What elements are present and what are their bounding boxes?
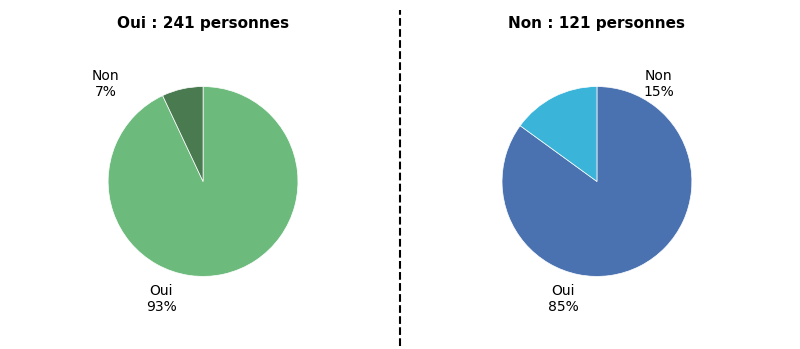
Wedge shape xyxy=(108,87,298,276)
Wedge shape xyxy=(520,87,597,181)
Title: Oui : 241 personnes: Oui : 241 personnes xyxy=(117,16,289,31)
Text: Oui
85%: Oui 85% xyxy=(548,284,579,314)
Title: Non : 121 personnes: Non : 121 personnes xyxy=(509,16,686,31)
Wedge shape xyxy=(502,87,692,276)
Text: Oui
93%: Oui 93% xyxy=(146,284,177,314)
Text: Non
15%: Non 15% xyxy=(643,69,674,99)
Text: Non
7%: Non 7% xyxy=(91,69,119,99)
Wedge shape xyxy=(162,87,203,181)
